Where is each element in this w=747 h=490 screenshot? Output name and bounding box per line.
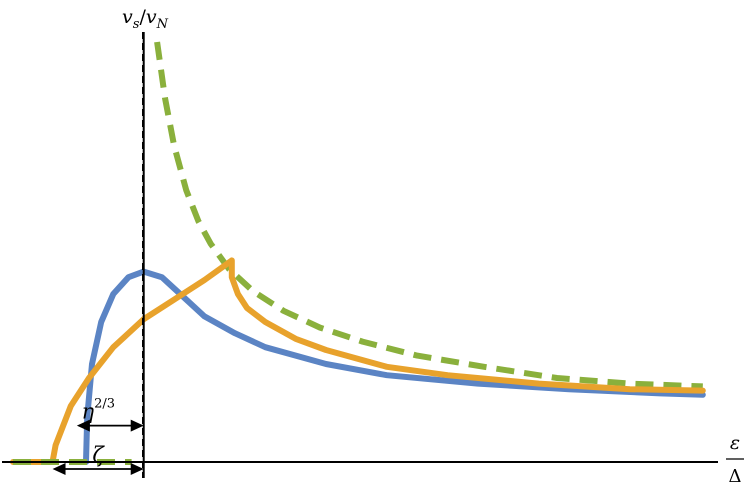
- annotation-label-1: ζ: [92, 443, 105, 467]
- y-axis-label: vs/vN: [122, 6, 169, 32]
- x-label-denominator: Δ: [729, 466, 742, 487]
- annotation-arrowhead-left-1: [52, 463, 66, 475]
- series-curve-1: [83, 268, 706, 465]
- series-curve-2: [10, 257, 706, 465]
- curves-layer: [10, 41, 706, 465]
- x-label-numerator: ε: [730, 432, 740, 454]
- series-curve-0: [154, 41, 703, 390]
- axes-layer: [2, 32, 718, 478]
- y-label-sub-s: s: [133, 17, 140, 32]
- annotation-symbol-1: ζ: [92, 443, 105, 467]
- y-label-v-s: v: [122, 6, 133, 28]
- annotation-symbol-0: η: [82, 400, 95, 424]
- y-label-v-n: v: [146, 6, 157, 28]
- annotation-arrowhead-left-0: [76, 419, 90, 432]
- annotation-exponent-0: 2/3: [94, 397, 115, 412]
- annotation-label-0: η2/3: [82, 397, 116, 424]
- y-label-slash: /: [139, 6, 146, 28]
- y-label-sub-n: N: [156, 17, 169, 32]
- x-axis-label: ε Δ: [726, 432, 744, 487]
- annotation-arrowhead-right-1: [130, 463, 144, 475]
- annotations-layer: η2/3 ζ: [52, 397, 144, 475]
- annotation-arrowhead-right-0: [130, 419, 144, 432]
